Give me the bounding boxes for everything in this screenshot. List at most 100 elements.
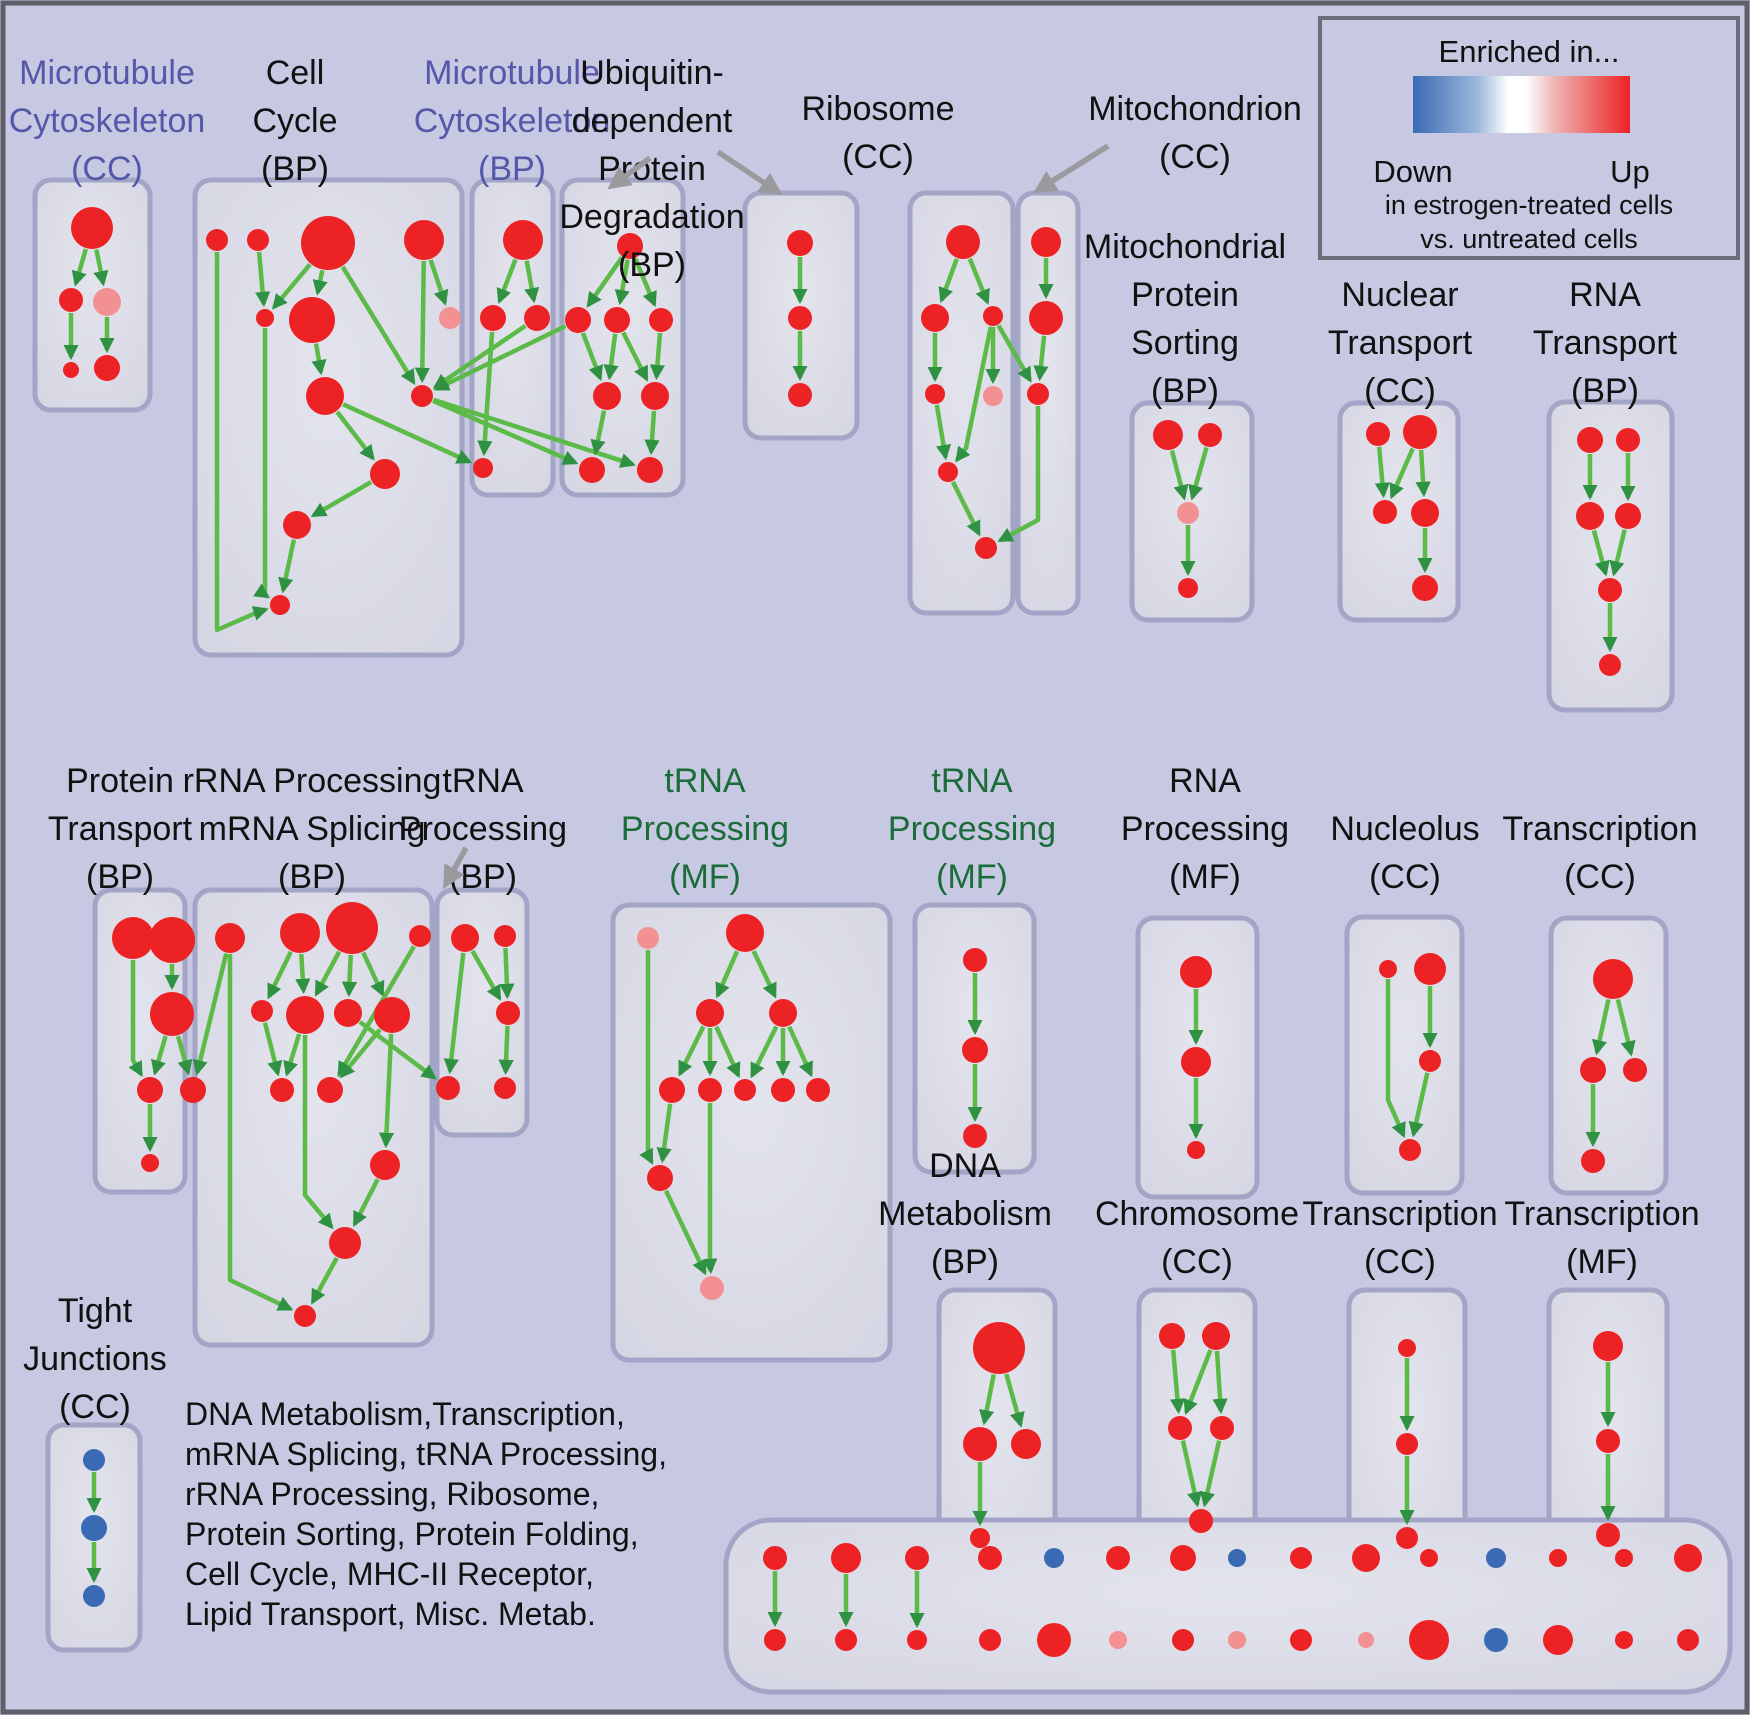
relation-arrow: [677, 1025, 706, 1077]
go-term-node-red: [1153, 420, 1183, 450]
go-term-node-red: [1396, 1527, 1418, 1549]
go-term-node-red: [411, 385, 433, 407]
go-term-node-red: [317, 1077, 343, 1103]
go-term-node-pink: [1109, 1631, 1127, 1649]
relation-arrow: [496, 258, 518, 305]
go-term-node-red: [294, 1305, 316, 1327]
relation-arrow: [310, 1256, 339, 1305]
go-term-node-red: [1352, 1544, 1380, 1572]
cluster-label-transcription-cc-1: Transcription (CC): [1502, 810, 1697, 896]
go-term-node-red: [641, 382, 669, 410]
go-term-node-red: [1414, 953, 1446, 985]
go-term-node-red: [1180, 956, 1212, 988]
go-term-node-red: [1170, 1545, 1196, 1571]
go-term-node-red: [1187, 1141, 1205, 1159]
cluster-box-nuclear-transport: [1337, 400, 1461, 623]
relation-arrow: [590, 410, 607, 456]
relation-arrow: [934, 404, 952, 461]
legend-subtitle-line1: in estrogen-treated cells: [1385, 190, 1673, 220]
go-term-node-red: [94, 355, 120, 381]
relation-arrow: [633, 258, 657, 308]
go-term-node-blue: [1228, 1549, 1246, 1567]
go-term-node-red: [1674, 1544, 1702, 1572]
go-term-node-red: [973, 1322, 1025, 1374]
go-term-node-red: [1189, 1509, 1213, 1533]
go-term-node-red: [1598, 578, 1622, 602]
relation-arrow: [1609, 529, 1627, 577]
label-pointer-arrow: [716, 149, 783, 196]
go-term-node-red: [496, 1001, 520, 1025]
go-term-node-red: [1593, 959, 1633, 999]
go-term-node-red: [1581, 1149, 1605, 1173]
go-term-node-red: [1549, 1549, 1567, 1567]
relation-arrow: [314, 950, 342, 997]
go-term-node-red: [962, 1037, 988, 1063]
go-term-node-red: [771, 1078, 795, 1102]
label-pointer-arrow: [1033, 143, 1110, 194]
relation-arrow: [255, 251, 271, 308]
relation-arrow: [340, 265, 416, 385]
relation-arrow: [787, 1025, 814, 1078]
go-term-node-red: [604, 307, 630, 333]
go-term-node-red: [1596, 1429, 1620, 1453]
relation-arrow: [621, 331, 649, 382]
relation-arrow: [1389, 447, 1415, 500]
relation-arrow: [603, 333, 619, 381]
go-term-node-red: [409, 925, 431, 947]
go-term-node-red: [1409, 1620, 1449, 1660]
relation-arrow: [283, 1033, 302, 1077]
go-term-node-red: [370, 1150, 400, 1180]
relation-arrow: [311, 343, 327, 376]
go-term-node-red: [788, 383, 812, 407]
go-term-node-pink: [93, 288, 121, 316]
relation-arrow: [378, 1033, 395, 1149]
go-term-node-red: [1290, 1547, 1312, 1569]
go-term-node-red: [334, 999, 362, 1027]
legend-down-label: Down: [1373, 154, 1452, 189]
cluster-label-tight-junctions: Tight Junctions (CC): [23, 1292, 167, 1426]
relation-arrow: [477, 331, 495, 457]
go-term-node-red: [1366, 422, 1390, 446]
go-term-node-red: [480, 305, 506, 331]
go-term-node-red: [726, 914, 764, 952]
go-term-node-red: [1373, 500, 1397, 524]
go-term-node-red: [1615, 503, 1641, 529]
go-term-node-red: [374, 997, 410, 1033]
go-term-node-red: [286, 996, 324, 1034]
go-term-node-red: [404, 220, 444, 260]
misc-terms-text: DNA Metabolism,Transcription, mRNA Splici…: [185, 1396, 667, 1632]
relation-arrow: [1183, 1349, 1213, 1416]
go-term-node-red: [963, 1427, 997, 1461]
relation-arrow: [266, 950, 293, 1000]
relation-arrow: [997, 406, 1041, 543]
relation-arrow: [302, 1035, 334, 1230]
relation-arrow: [312, 269, 328, 296]
relation-arrow: [580, 332, 604, 382]
go-term-node-pink: [439, 307, 461, 329]
relation-arrow: [1408, 1072, 1430, 1138]
cluster-label-ubiquitin-degradation: Ubiquitin-dependent Protein Degradation (BP…: [559, 54, 744, 284]
cluster-label-microtubule-bp: Microtubule Cytoskeleton (BP): [414, 54, 611, 188]
go-term-node-red: [970, 1528, 990, 1548]
go-term-node-red: [150, 992, 194, 1036]
cluster-label-trna-processing-mf-2: tRNA Processing (MF): [888, 762, 1056, 896]
relation-arrow: [1169, 1349, 1186, 1415]
cluster-label-chromosome: Chromosome (CC): [1095, 1195, 1299, 1281]
go-term-node-red: [1593, 1331, 1623, 1361]
go-term-node-red: [473, 458, 493, 478]
relation-arrow: [71, 248, 88, 287]
go-term-node-red: [1210, 1416, 1234, 1440]
relation-arrow: [278, 539, 297, 594]
relation-arrow: [955, 326, 994, 463]
relation-arrow: [663, 1189, 707, 1276]
go-term-node-red: [1577, 427, 1603, 453]
go-term-node-red: [1027, 383, 1049, 405]
relation-arrow: [950, 480, 981, 537]
go-term-node-red: [1615, 1549, 1633, 1567]
relation-arrow: [253, 328, 271, 599]
relation-arrow: [432, 323, 527, 389]
go-term-node-red: [251, 1000, 273, 1022]
go-term-node-red: [696, 999, 724, 1027]
relation-arrow: [93, 249, 109, 287]
